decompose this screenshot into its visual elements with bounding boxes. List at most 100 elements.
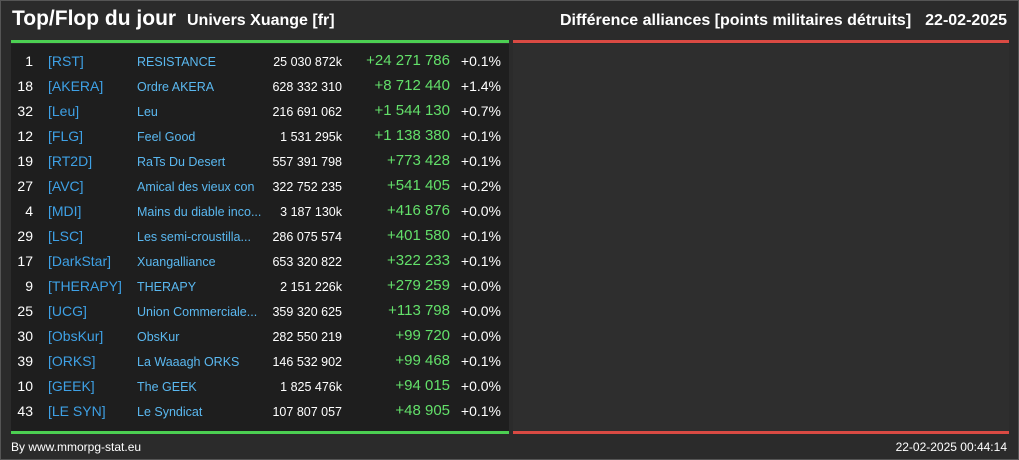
- top-line-upper: [11, 40, 509, 43]
- percent-cell: +0.0%: [460, 303, 501, 319]
- alliance-name[interactable]: Amical des vieux con: [137, 180, 255, 194]
- alliance-name[interactable]: The GEEK: [137, 380, 197, 394]
- table-row: 29 [LSC] Les semi-croustilla... 286 075 574…: [11, 224, 509, 249]
- percent-cell: +0.0%: [460, 378, 501, 394]
- alliance-tag[interactable]: [AKERA]: [48, 78, 104, 94]
- points-cell: 3 187 130k: [280, 205, 342, 219]
- percent-cell: +0.0%: [460, 328, 501, 344]
- ranking-subtitle: Différence alliances [points militaires …: [559, 12, 912, 29]
- percent-cell: +0.1%: [460, 353, 501, 369]
- diff-cell: +94 015: [395, 377, 450, 394]
- rank-cell: 25: [17, 303, 33, 319]
- alliance-tag[interactable]: [DarkStar]: [48, 253, 112, 269]
- diff-cell: +8 712 440: [374, 77, 451, 94]
- alliance-name[interactable]: La Waaagh ORKS: [137, 355, 240, 369]
- points-cell: 557 391 798: [272, 155, 342, 169]
- table-row: 39 [ORKS] La Waaagh ORKS 146 532 902 +99 468…: [11, 349, 509, 374]
- alliance-name[interactable]: RESISTANCE: [137, 55, 216, 69]
- percent-cell: +0.1%: [460, 403, 501, 419]
- flop-line-upper: [513, 40, 1009, 43]
- points-cell: 25 030 872k: [273, 55, 342, 69]
- percent-cell: +0.1%: [460, 53, 501, 69]
- alliance-tag[interactable]: [AVC]: [48, 178, 84, 194]
- alliance-name[interactable]: Les semi-croustilla...: [137, 230, 251, 244]
- alliance-tag[interactable]: [RT2D]: [48, 153, 93, 169]
- points-cell: 359 320 625: [272, 305, 342, 319]
- alliance-name[interactable]: ObsKur: [137, 330, 180, 344]
- table-row: 43 [LE SYN] Le Syndicat 107 807 057 +48 905 +…: [11, 399, 509, 424]
- rank-cell: 18: [17, 78, 33, 94]
- rank-cell: 27: [17, 178, 33, 194]
- alliance-name[interactable]: Mains du diable inco...: [137, 205, 262, 219]
- table-row: 10 [GEEK] The GEEK 1 825 476k +94 015 +0.0%: [11, 374, 509, 399]
- points-cell: 1 825 476k: [280, 380, 342, 394]
- points-cell: 286 075 574: [272, 230, 342, 244]
- diff-cell: +24 271 786: [366, 52, 450, 69]
- top-panel: 1 [RST] RESISTANCE 25 030 872k +24 271 786 +0…: [11, 44, 509, 431]
- rank-cell: 19: [17, 153, 33, 169]
- percent-cell: +0.1%: [460, 253, 501, 269]
- rank-cell: 1: [25, 53, 33, 69]
- alliance-name[interactable]: Union Commerciale...: [137, 305, 258, 319]
- rank-cell: 12: [17, 128, 33, 144]
- alliance-tag[interactable]: [FLG]: [48, 128, 84, 144]
- footer-credit[interactable]: By www.mmorpg-stat.eu: [11, 440, 142, 454]
- table-row: 32 [Leu] Leu 216 691 062 +1 544 130 +0.7%: [11, 99, 509, 124]
- universe-label: Univers Xuange [fr]: [187, 12, 335, 29]
- alliance-tag[interactable]: [LSC]: [48, 228, 84, 244]
- header: Top/Flop du jour Univers Xuange [fr] Dif…: [1, 1, 1018, 41]
- percent-cell: +0.1%: [460, 128, 501, 144]
- percent-cell: +0.1%: [460, 153, 501, 169]
- diff-cell: +1 138 380: [374, 127, 451, 144]
- diff-cell: +279 259: [387, 277, 450, 294]
- points-cell: 1 531 295k: [280, 130, 342, 144]
- header-date: 22-02-2025: [925, 12, 1007, 29]
- alliance-tag[interactable]: [ObsKur]: [48, 328, 104, 344]
- points-cell: 282 550 219: [272, 330, 342, 344]
- table-row: 30 [ObsKur] ObsKur 282 550 219 +99 720 +0.0%: [11, 324, 509, 349]
- alliance-name[interactable]: RaTs Du Desert: [137, 155, 226, 169]
- alliance-name[interactable]: Feel Good: [137, 130, 196, 144]
- diff-cell: +322 233: [387, 252, 450, 269]
- flop-panel: [513, 44, 1009, 431]
- alliance-name[interactable]: Xuangalliance: [137, 255, 216, 269]
- alliance-tag[interactable]: [GEEK]: [48, 378, 95, 394]
- diff-cell: +541 405: [387, 177, 450, 194]
- diff-cell: +773 428: [387, 152, 450, 169]
- top-line-lower: [11, 431, 509, 434]
- diff-cell: +48 905: [395, 402, 450, 419]
- flop-line-lower: [513, 431, 1009, 434]
- diff-cell: +99 468: [395, 352, 450, 369]
- percent-cell: +0.2%: [460, 178, 501, 194]
- points-cell: 628 332 310: [272, 80, 342, 94]
- alliance-name[interactable]: THERAPY: [137, 280, 197, 294]
- alliance-tag[interactable]: [RST]: [48, 53, 84, 69]
- points-cell: 653 320 822: [272, 255, 342, 269]
- alliance-tag[interactable]: [ORKS]: [48, 353, 96, 369]
- footer-timestamp: 22-02-2025 00:44:14: [895, 440, 1007, 454]
- points-cell: 146 532 902: [272, 355, 342, 369]
- rank-cell: 43: [17, 403, 33, 419]
- alliance-tag[interactable]: [Leu]: [48, 103, 80, 119]
- alliance-tag[interactable]: [LE SYN]: [48, 403, 106, 419]
- table-row: 27 [AVC] Amical des vieux con 322 752 235 +5…: [11, 174, 509, 199]
- rank-cell: 32: [17, 103, 33, 119]
- alliance-tag[interactable]: [THERAPY]: [48, 278, 122, 294]
- table-row: 17 [DarkStar] Xuangalliance 653 320 822 +322…: [11, 249, 509, 274]
- alliance-name[interactable]: Leu: [137, 105, 158, 119]
- points-cell: 107 807 057: [272, 405, 342, 419]
- header-right: Différence alliances [points militaires …: [560, 12, 1007, 30]
- rank-cell: 39: [17, 353, 33, 369]
- table-row: 18 [AKERA] Ordre AKERA 628 332 310 +8 712 44…: [11, 74, 509, 99]
- percent-cell: +0.1%: [460, 228, 501, 244]
- rank-cell: 9: [25, 278, 33, 294]
- alliance-tag[interactable]: [UCG]: [48, 303, 87, 319]
- alliance-name[interactable]: Le Syndicat: [137, 405, 203, 419]
- alliance-tag[interactable]: [MDI]: [48, 203, 82, 219]
- diff-cell: +416 876: [387, 202, 450, 219]
- percent-cell: +0.7%: [460, 103, 501, 119]
- percent-cell: +1.4%: [460, 78, 501, 94]
- page-title: Top/Flop du jour: [12, 7, 177, 30]
- alliance-name[interactable]: Ordre AKERA: [137, 80, 215, 94]
